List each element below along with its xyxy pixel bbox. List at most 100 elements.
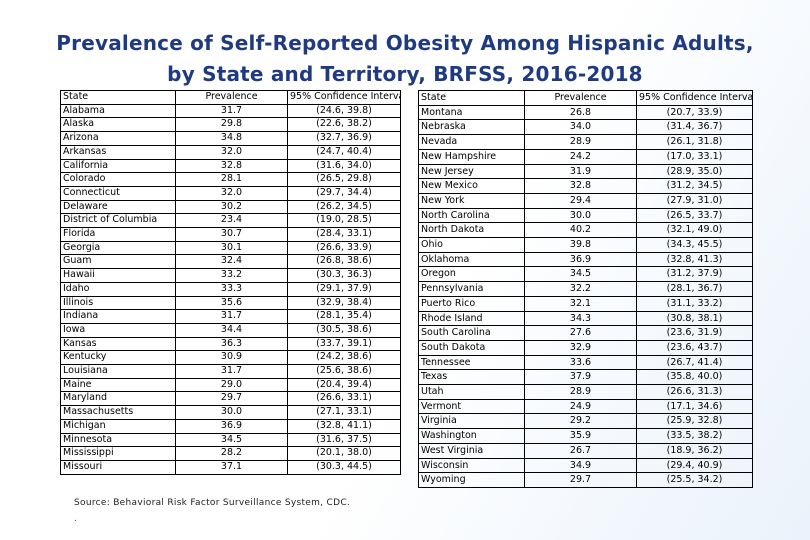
state-cell: Missouri [60, 459, 176, 475]
state-cell: North Dakota [418, 222, 525, 239]
confidence-interval-cell: (26.5, 33.7) [636, 207, 753, 224]
prevalence-cell: 31.7 [175, 364, 288, 379]
prevalence-cell: 36.9 [524, 251, 637, 268]
table-row: South Dakota 32.9 (23.6, 43.7) [418, 339, 753, 356]
confidence-interval-cell: (25.5, 34.2) [636, 472, 753, 488]
confidence-interval-cell: (27.1, 33.1) [287, 405, 401, 420]
confidence-interval-cell: (28.4, 33.1) [287, 227, 401, 242]
table-row: Florida 30.7 (28.4, 33.1) [60, 227, 401, 242]
prevalence-cell: 34.0 [524, 119, 637, 136]
state-cell: Nebraska [418, 119, 525, 136]
confidence-interval-cell: (31.6, 37.5) [287, 432, 401, 448]
state-cell: Indiana [60, 309, 176, 324]
table-row: New Jersey 31.9 (28.9, 35.0) [418, 163, 753, 180]
state-cell: Colorado [60, 172, 176, 187]
confidence-interval-cell: (30.5, 38.6) [287, 322, 401, 338]
prevalence-cell: 32.0 [175, 144, 288, 160]
state-cell: Ohio [418, 237, 525, 253]
table-row: New York 29.4 (27.9, 31.0) [418, 192, 753, 209]
state-cell: Vermont [418, 398, 525, 415]
table-row: Utah 28.9 (26.6, 31.3) [418, 384, 753, 400]
state-cell: Alaska [60, 117, 176, 133]
confidence-interval-cell: (31.4, 36.7) [636, 119, 753, 136]
confidence-interval-cell: (20.7, 33.9) [636, 104, 753, 121]
confidence-interval-cell: (20.1, 38.0) [287, 446, 401, 461]
table-row: West Virginia 26.7 (18.9, 36.2) [418, 442, 753, 459]
confidence-interval-cell: (17.1, 34.6) [636, 398, 753, 415]
state-cell: Pennsylvania [418, 281, 525, 297]
prevalence-cell: 32.8 [524, 178, 637, 194]
prevalence-cell: 24.9 [524, 398, 637, 415]
state-cell: Nevada [418, 134, 525, 150]
state-cell: Illinois [60, 295, 176, 311]
table-row: Delaware 30.2 (26.2, 34.5) [60, 199, 401, 215]
right-data-table: State Prevalence 95% Confidence Interval… [418, 90, 753, 488]
header-confidence-interval: 95% Confidence Interval [287, 90, 401, 105]
table-row: Tennessee 33.6 (26.7, 41.4) [418, 354, 753, 371]
state-cell: Rhode Island [418, 310, 525, 327]
confidence-interval-cell: (25.9, 32.8) [636, 413, 753, 430]
table-row: New Mexico 32.8 (31.2, 34.5) [418, 178, 753, 194]
table-row: Virginia 29.2 (25.9, 32.8) [418, 413, 753, 430]
right-table-body: Montana 26.8 (20.7, 33.9) Nebraska 34.0 (31.4… [418, 104, 753, 488]
table-row: Alabama 31.7 (24.6, 39.8) [60, 103, 401, 119]
confidence-interval-cell: (33.7, 39.1) [287, 336, 401, 352]
left-table-body: Alabama 31.7 (24.6, 39.8) Alaska 29.8 (22.6, … [60, 103, 401, 475]
state-cell: Arkansas [60, 144, 176, 160]
table-row: Arizona 34.8 (32.7, 36.9) [60, 131, 401, 146]
confidence-interval-cell: (26.7, 41.4) [636, 354, 753, 371]
page-title: Prevalence of Self-Reported Obesity Amon… [20, 28, 790, 90]
table-row: North Carolina 30.0 (26.5, 33.7) [418, 207, 753, 224]
prevalence-cell: 28.1 [175, 172, 288, 187]
state-cell: North Carolina [418, 207, 525, 224]
state-cell: Virginia [418, 413, 525, 430]
prevalence-cell: 34.5 [524, 266, 637, 283]
table-row: Ohio 39.8 (34.3, 45.5) [418, 237, 753, 253]
table-row: South Carolina 27.6 (23.6, 31.9) [418, 325, 753, 341]
state-cell: Utah [418, 384, 525, 400]
prevalence-cell: 33.6 [524, 354, 637, 371]
header-prevalence: Prevalence [175, 90, 288, 105]
confidence-interval-cell: (32.8, 41.1) [287, 418, 401, 434]
prevalence-cell: 32.8 [175, 158, 288, 174]
state-cell: Louisiana [60, 364, 176, 379]
left-data-table: State Prevalence 95% Confidence Interval… [60, 90, 401, 475]
table-row: Kentucky 30.9 (24.2, 38.6) [60, 350, 401, 366]
state-cell: Idaho [60, 281, 176, 297]
state-cell: Hawaii [60, 268, 176, 283]
header-state: State [60, 90, 176, 105]
state-cell: Massachusetts [60, 405, 176, 420]
table-row: Kansas 36.3 (33.7, 39.1) [60, 336, 401, 352]
prevalence-cell: 29.0 [175, 377, 288, 393]
table-row: Georgia 30.1 (26.6, 33.9) [60, 240, 401, 256]
confidence-interval-cell: (23.6, 31.9) [636, 325, 753, 341]
table-row: Washington 35.9 (33.5, 38.2) [418, 428, 753, 444]
prevalence-cell: 33.3 [175, 281, 288, 297]
state-cell: Puerto Rico [418, 295, 525, 312]
prevalence-cell: 29.8 [175, 117, 288, 133]
confidence-interval-cell: (29.7, 34.4) [287, 185, 401, 201]
confidence-interval-cell: (26.1, 31.8) [636, 134, 753, 150]
confidence-interval-cell: (28.9, 35.0) [636, 163, 753, 180]
prevalence-cell: 29.4 [524, 192, 637, 209]
state-cell: Iowa [60, 322, 176, 338]
confidence-interval-cell: (33.5, 38.2) [636, 428, 753, 444]
table-row: Arkansas 32.0 (24.7, 40.4) [60, 144, 401, 160]
table-row: Puerto Rico 32.1 (31.1, 33.2) [418, 295, 753, 312]
prevalence-cell: 24.2 [524, 148, 637, 165]
confidence-interval-cell: (26.5, 29.8) [287, 172, 401, 187]
confidence-interval-cell: (26.2, 34.5) [287, 199, 401, 215]
table-row: Montana 26.8 (20.7, 33.9) [418, 104, 753, 121]
prevalence-cell: 28.2 [175, 446, 288, 461]
confidence-interval-cell: (22.6, 38.2) [287, 117, 401, 133]
table-row: Massachusetts 30.0 (27.1, 33.1) [60, 405, 401, 420]
prevalence-cell: 29.7 [175, 391, 288, 407]
confidence-interval-cell: (27.9, 31.0) [636, 192, 753, 209]
confidence-interval-cell: (28.1, 35.4) [287, 309, 401, 324]
table-row: Indiana 31.7 (28.1, 35.4) [60, 309, 401, 324]
state-cell: Arizona [60, 131, 176, 146]
prevalence-cell: 39.8 [524, 237, 637, 253]
confidence-interval-cell: (31.2, 34.5) [636, 178, 753, 194]
state-cell: Connecticut [60, 185, 176, 201]
